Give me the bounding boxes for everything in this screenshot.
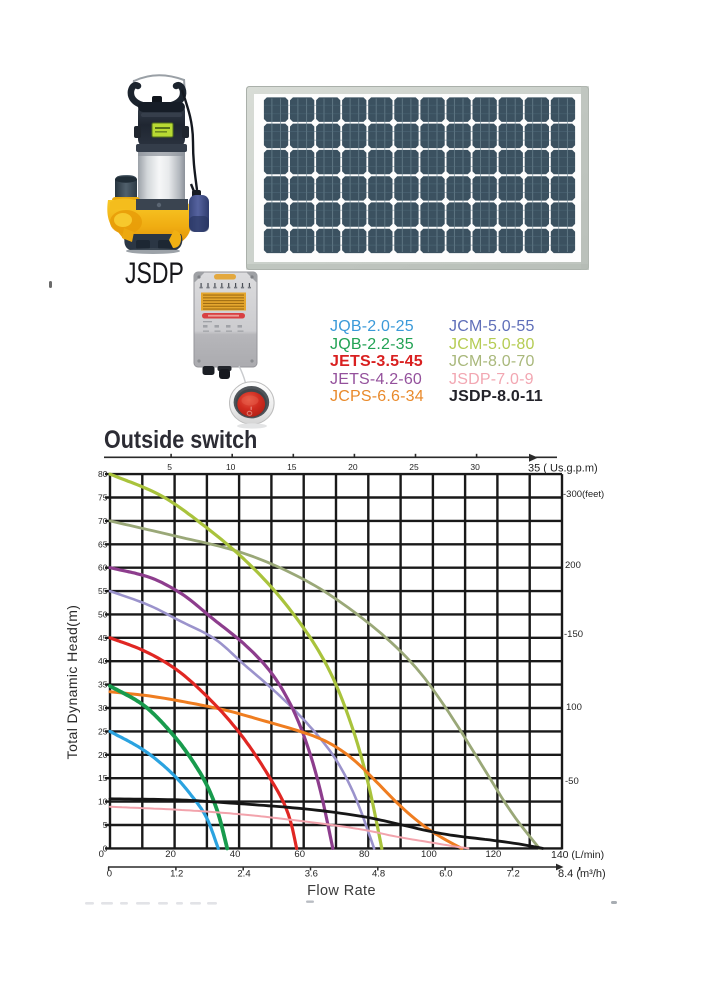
svg-text:60: 60 bbox=[294, 849, 305, 860]
svg-text:Total Dynamic Head(m): Total Dynamic Head(m) bbox=[64, 605, 80, 760]
svg-text:25: 25 bbox=[98, 726, 108, 736]
svg-text:-150: -150 bbox=[564, 629, 583, 640]
svg-text:50: 50 bbox=[98, 609, 108, 619]
svg-text:10: 10 bbox=[98, 797, 108, 807]
svg-text:15: 15 bbox=[287, 462, 297, 472]
svg-text:100: 100 bbox=[566, 702, 582, 713]
svg-text:20: 20 bbox=[165, 849, 176, 860]
svg-text:0: 0 bbox=[99, 849, 104, 860]
svg-text:7.2: 7.2 bbox=[507, 869, 520, 880]
svg-text:70: 70 bbox=[98, 516, 108, 526]
svg-text:20: 20 bbox=[98, 750, 108, 760]
svg-text:80: 80 bbox=[359, 849, 370, 860]
svg-text:100: 100 bbox=[421, 849, 437, 860]
svg-text:120: 120 bbox=[485, 849, 501, 860]
svg-text:15: 15 bbox=[98, 773, 108, 783]
svg-text:10: 10 bbox=[226, 462, 236, 472]
svg-text:2.4: 2.4 bbox=[237, 869, 250, 880]
svg-text:0: 0 bbox=[103, 843, 108, 853]
svg-text:Flow Rate: Flow Rate bbox=[307, 883, 376, 899]
svg-text:35 ( Us.g.p.m): 35 ( Us.g.p.m) bbox=[528, 463, 598, 475]
svg-text:35: 35 bbox=[98, 680, 108, 690]
svg-text:25: 25 bbox=[409, 462, 419, 472]
svg-text:8.4 (m³/h): 8.4 (m³/h) bbox=[558, 868, 606, 880]
svg-text:75: 75 bbox=[98, 493, 108, 503]
svg-text:60: 60 bbox=[98, 563, 108, 573]
svg-text:20: 20 bbox=[348, 462, 358, 472]
svg-text:0: 0 bbox=[107, 869, 112, 880]
svg-text:140 (L/min): 140 (L/min) bbox=[551, 849, 604, 861]
svg-text:65: 65 bbox=[98, 539, 108, 549]
svg-text:30: 30 bbox=[98, 703, 108, 713]
svg-text:80: 80 bbox=[98, 469, 108, 479]
svg-text:5: 5 bbox=[103, 820, 108, 830]
svg-text:200: 200 bbox=[565, 560, 581, 571]
svg-text:3.6: 3.6 bbox=[305, 869, 318, 880]
svg-text:5: 5 bbox=[167, 462, 172, 472]
svg-text:1.2: 1.2 bbox=[170, 869, 183, 880]
svg-text:-50: -50 bbox=[565, 776, 579, 787]
svg-text:45: 45 bbox=[98, 633, 108, 643]
svg-text:30: 30 bbox=[470, 462, 480, 472]
svg-text:-300(feet): -300(feet) bbox=[563, 489, 604, 500]
svg-text:55: 55 bbox=[98, 586, 108, 596]
svg-text:40: 40 bbox=[230, 849, 241, 860]
svg-text:6.0: 6.0 bbox=[439, 869, 452, 880]
svg-text:4.8: 4.8 bbox=[372, 869, 385, 880]
svg-text:40: 40 bbox=[98, 656, 108, 666]
